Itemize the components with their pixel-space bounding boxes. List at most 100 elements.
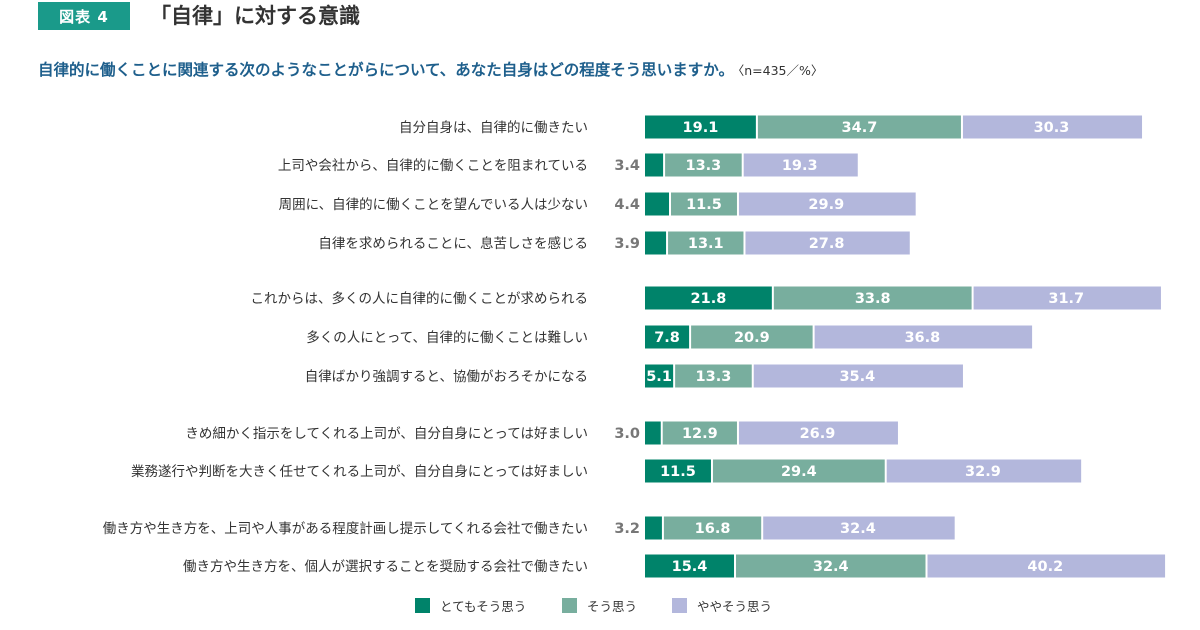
data-label: 33.8 [855, 291, 891, 307]
bar-segment-somewhat-agree [738, 421, 898, 445]
data-label: 29.9 [808, 197, 844, 213]
bar-segment-agree [691, 325, 813, 349]
bar-segment-agree [757, 115, 961, 139]
bar-segment-somewhat-agree [745, 231, 910, 255]
bar-row: 自律ばかり強調すると、協働がおろそかになる 5.1 13.3 35.4 [305, 364, 963, 388]
bar-segment-somewhat-agree [738, 192, 916, 216]
legend-label: ややそう思う [697, 599, 773, 614]
bar-segment-strongly-agree [645, 364, 674, 388]
bar-row: 多くの人にとって、自律的に働くことは難しい 7.8 20.9 36.8 [306, 325, 1033, 349]
legend-swatch-agree [562, 598, 577, 613]
bar-segment-strongly-agree [645, 325, 690, 349]
bar-segment-agree [675, 364, 752, 388]
category-label: きめ細かく指示をしてくれる上司が、自分自身にとっては好ましい [185, 426, 588, 442]
data-label: 32.4 [813, 559, 849, 575]
data-label: 3.0 [614, 426, 640, 442]
data-label: 27.8 [809, 236, 845, 252]
data-label: 13.3 [696, 369, 732, 385]
bar-segment-somewhat-agree [743, 153, 858, 177]
data-label: 19.1 [683, 120, 719, 136]
bar-segment-strongly-agree [645, 516, 662, 540]
bar-row: 自分自身は、自律的に働きたい 19.1 34.7 30.3 [399, 115, 1143, 139]
data-label: 32.9 [965, 464, 1001, 480]
bar-segment-somewhat-agree [927, 554, 1166, 578]
bar-segment-strongly-agree [645, 153, 664, 177]
bar-segment-agree [773, 286, 972, 310]
bar-segment-somewhat-agree [886, 459, 1082, 483]
category-label: 上司や会社から、自律的に働くことを阻まれている [278, 158, 588, 174]
data-label: 15.4 [672, 559, 708, 575]
category-label: 自律ばかり強調すると、協働がおろそかになる [305, 369, 588, 385]
data-label: 5.1 [646, 369, 672, 385]
bar-segment-strongly-agree [645, 231, 667, 255]
data-label: 16.8 [695, 521, 731, 537]
category-label: 多くの人にとって、自律的に働くことは難しい [306, 329, 588, 346]
bar-segment-strongly-agree [645, 286, 772, 310]
bar-segment-agree [665, 153, 742, 177]
bar-segment-somewhat-agree [973, 286, 1161, 310]
category-label: これからは、多くの人に自律的に働くことが求められる [251, 290, 589, 307]
bar-row: 自律を求められることに、息苦しさを感じる 3.9 13.1 27.8 [318, 231, 910, 255]
data-label: 35.4 [839, 369, 875, 385]
data-label: 32.4 [840, 521, 876, 537]
data-label: 13.3 [686, 158, 722, 174]
data-label: 12.9 [682, 426, 718, 442]
chart-title: 「自律」に対する意識 [150, 4, 360, 28]
data-label: 3.4 [614, 158, 640, 174]
data-label: 3.2 [614, 521, 640, 537]
data-label: 11.5 [686, 197, 722, 213]
bar-segment-agree [736, 554, 926, 578]
category-label: 自律を求められることに、息苦しさを感じる [318, 235, 588, 252]
bar-row: 働き方や生き方を、個人が選択することを奨励する会社で働きたい 15.4 32.4 40… [183, 554, 1166, 578]
data-label: 21.8 [691, 291, 727, 307]
legend-swatch-strongly-agree [415, 598, 430, 613]
data-label: 26.9 [800, 426, 836, 442]
data-label: 30.3 [1034, 120, 1070, 136]
data-label: 29.4 [781, 464, 817, 480]
legend: とてもそう思う そう思う ややそう思う [0, 596, 1200, 616]
chart-subtitle: 自律的に働くことに関連する次のようなことがらについて、あなた自身はどの程度そう思… [38, 58, 823, 80]
legend-label: とてもそう思う [440, 599, 527, 614]
legend-swatch-somewhat-agree [672, 598, 687, 613]
legend-label: そう思う [587, 599, 638, 614]
data-label: 7.8 [654, 330, 680, 346]
bar-segment-agree [671, 192, 737, 216]
bar-row: 周囲に、自律的に働くことを望んでいる人は少ない 4.4 11.5 29.9 [279, 192, 916, 216]
bar-row: きめ細かく指示をしてくれる上司が、自分自身にとっては好ましい 3.0 12.9 26.… [185, 421, 898, 445]
data-label: 20.9 [734, 330, 770, 346]
question-text: 自律的に働くことに関連する次のようなことがらについて、あなた自身はどの程度そう思… [38, 61, 734, 79]
data-label: 13.1 [688, 236, 724, 252]
data-label: 36.8 [904, 330, 940, 346]
bar-segment-agree [712, 459, 885, 483]
data-label: 40.2 [1027, 559, 1063, 575]
bar-row: 働き方や生き方を、上司や人事がある程度計画し提示してくれる会社で働きたい 3.2 1… [103, 516, 955, 540]
bar-row: 業務遂行や判断を大きく任せてくれる上司が、自分自身にとっては好ましい 11.5 29… [131, 459, 1082, 483]
category-label: 自分自身は、自律的に働きたい [399, 120, 588, 136]
bar-segment-agree [668, 231, 744, 255]
data-label: 34.7 [842, 120, 878, 136]
sample-size-note: 〈n=435／%〉 [737, 63, 824, 78]
bar-segment-somewhat-agree [753, 364, 963, 388]
data-label: 3.9 [614, 236, 640, 252]
bar-segment-agree [663, 516, 762, 540]
category-label: 働き方や生き方を、個人が選択することを奨励する会社で働きたい [183, 559, 588, 575]
bar-segment-strongly-agree [645, 421, 661, 445]
bar-row: 上司や会社から、自律的に働くことを阻まれている 3.4 13.3 19.3 [278, 153, 858, 177]
category-label: 働き方や生き方を、上司や人事がある程度計画し提示してくれる会社で働きたい [103, 521, 588, 537]
figure-number-badge: 図表 4 [38, 2, 130, 30]
data-label: 4.4 [614, 197, 640, 213]
category-label: 周囲に、自律的に働くことを望んでいる人は少ない [279, 197, 588, 213]
bar-segment-somewhat-agree [962, 115, 1143, 139]
bar-segment-strongly-agree [645, 554, 735, 578]
bar-segment-strongly-agree [645, 192, 670, 216]
bar-segment-strongly-agree [645, 459, 711, 483]
bar-segment-agree [662, 421, 737, 445]
data-label: 11.5 [660, 464, 696, 480]
data-label: 19.3 [782, 158, 818, 174]
bar-segment-somewhat-agree [763, 516, 955, 540]
legend-item-agree: そう思う [562, 596, 637, 615]
bar-segment-strongly-agree [645, 115, 756, 139]
bar-segment-somewhat-agree [814, 325, 1033, 349]
data-label: 31.7 [1048, 291, 1084, 307]
